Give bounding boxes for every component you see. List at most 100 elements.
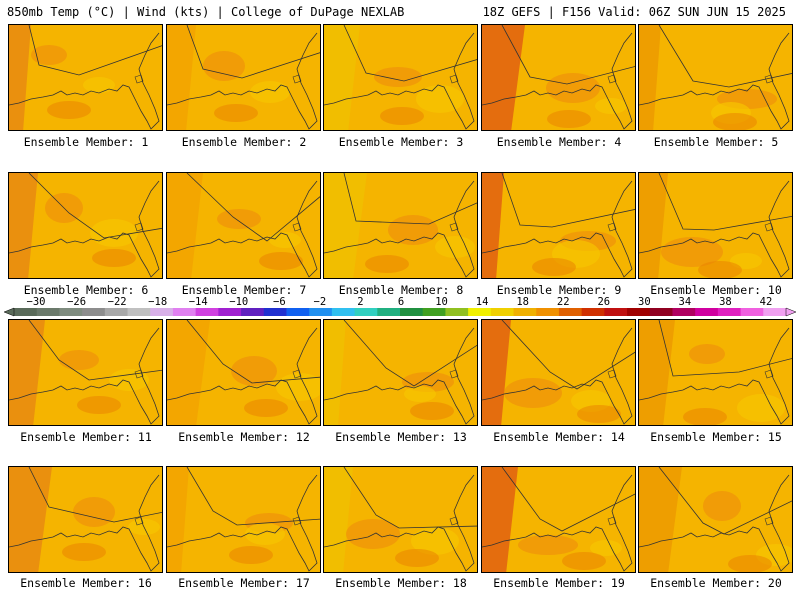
- ensemble-map-panel: [166, 466, 321, 573]
- ensemble-map-panel: [323, 466, 478, 573]
- color-legend-segment: [354, 308, 378, 316]
- ensemble-member-label: Ensemble Member: 13: [335, 430, 467, 444]
- color-legend-segment: [59, 308, 83, 316]
- ensemble-member-label: Ensemble Member: 3: [338, 135, 464, 149]
- ensemble-map-panel: [166, 24, 321, 131]
- color-legend-segment: [286, 308, 310, 316]
- ensemble-member-label: Ensemble Member: 8: [338, 283, 464, 297]
- color-legend-tick-label: 14: [475, 296, 489, 308]
- color-legend-tick-label: 6: [397, 296, 405, 308]
- color-legend-segment: [104, 308, 129, 316]
- color-legend-segment: [490, 308, 515, 316]
- ensemble-member-label: Ensemble Member: 15: [650, 430, 782, 444]
- color-legend-segment: [468, 308, 492, 316]
- color-legend-tick-label: −2: [313, 296, 327, 308]
- color-legend-segment: [172, 308, 197, 316]
- color-legend-segment: [36, 308, 60, 316]
- color-legend-segment: [672, 308, 696, 316]
- color-legend-max-arrow: [785, 307, 797, 317]
- ensemble-map-panel: [481, 319, 636, 426]
- temperature-field-map: [167, 25, 320, 130]
- ensemble-member-label: Ensemble Member: 14: [493, 430, 625, 444]
- temperature-field-map: [324, 320, 477, 425]
- color-legend-tick-label: −22: [107, 296, 127, 308]
- color-legend-segment: [127, 308, 151, 316]
- ensemble-map-panel: [8, 319, 163, 426]
- ensemble-member-label: Ensemble Member: 2: [181, 135, 307, 149]
- ensemble-map-panel: [8, 466, 163, 573]
- ensemble-member-label: Ensemble Member: 20: [650, 576, 782, 590]
- ensemble-member-label: Ensemble Member: 19: [493, 576, 625, 590]
- color-legend-tick-label: 30: [638, 296, 651, 308]
- ensemble-map-panel: [481, 466, 636, 573]
- color-legend-segment: [422, 308, 446, 316]
- color-legend-segment: [445, 308, 469, 316]
- color-legend-tick-label: −6: [273, 296, 286, 308]
- temperature-field-map: [639, 173, 792, 278]
- ensemble-member-label: Ensemble Member: 4: [496, 135, 622, 149]
- color-legend-segment: [14, 308, 38, 316]
- color-legend-tick-label: 18: [516, 296, 529, 308]
- ensemble-member-label: Ensemble Member: 1: [23, 135, 149, 149]
- ensemble-member-label: Ensemble Member: 10: [650, 283, 782, 297]
- ensemble-map-panel: [323, 172, 478, 279]
- color-legend-segment: [377, 308, 401, 316]
- color-legend-segment: [195, 308, 219, 316]
- color-legend-segment: [241, 308, 265, 316]
- color-legend-tick-label: −18: [148, 296, 168, 308]
- ensemble-member-label: Ensemble Member: 11: [20, 430, 152, 444]
- temperature-field-map: [9, 25, 162, 130]
- color-legend-min-arrow: [3, 307, 15, 317]
- color-legend-segment: [150, 308, 174, 316]
- ensemble-map-panel: [638, 172, 793, 279]
- temperature-field-map: [167, 467, 320, 572]
- color-legend-segment: [581, 308, 605, 316]
- temperature-field-map: [167, 320, 320, 425]
- ensemble-map-panel: [8, 24, 163, 131]
- ensemble-member-label: Ensemble Member: 9: [496, 283, 622, 297]
- color-legend-tick-label: −10: [229, 296, 249, 308]
- ensemble-member-label: Ensemble Member: 12: [178, 430, 310, 444]
- color-legend-segment: [763, 308, 787, 316]
- ensemble-member-label: Ensemble Member: 5: [653, 135, 779, 149]
- product-title: 850mb Temp (°C) | Wind (kts) | College o…: [7, 5, 405, 19]
- temperature-field-map: [482, 320, 635, 425]
- ensemble-member-label: Ensemble Member: 6: [23, 283, 149, 297]
- temperature-field-map: [482, 25, 635, 130]
- color-legend-tick-label: 2: [357, 296, 364, 308]
- color-legend-segment: [331, 308, 356, 316]
- temperature-field-map: [9, 467, 162, 572]
- temperature-field-map: [324, 467, 477, 572]
- temperature-field-map: [9, 320, 162, 425]
- color-legend-segment: [263, 308, 287, 316]
- color-legend-tick-label: −26: [67, 296, 87, 308]
- ensemble-map-panel: [323, 24, 478, 131]
- ensemble-member-label: Ensemble Member: 18: [335, 576, 467, 590]
- temperature-field-map: [9, 173, 162, 278]
- ensemble-map-panel: [166, 172, 321, 279]
- temperature-field-map: [639, 467, 792, 572]
- ensemble-map-panel: [8, 172, 163, 279]
- color-legend-tick-label: 22: [556, 296, 570, 308]
- color-legend-bar: [3, 307, 797, 317]
- color-legend-segment: [604, 308, 628, 316]
- color-legend-segment: [309, 308, 333, 316]
- color-legend-segment: [695, 308, 719, 316]
- color-legend-tick-label: 42: [759, 296, 773, 308]
- ensemble-member-label: Ensemble Member: 7: [181, 283, 307, 297]
- temperature-field-map: [324, 25, 477, 130]
- ensemble-map-panel: [323, 319, 478, 426]
- ensemble-map-panel: [481, 24, 636, 131]
- ensemble-map-panel: [638, 24, 793, 131]
- color-legend-segment: [536, 308, 560, 316]
- color-legend-segment: [558, 308, 583, 316]
- color-legend-tick-label: 10: [435, 296, 448, 308]
- color-legend-tick-label: 26: [597, 296, 611, 308]
- color-legend-tick-label: 38: [719, 296, 732, 308]
- temperature-field-map: [324, 173, 477, 278]
- ensemble-map-panel: [638, 319, 793, 426]
- ensemble-member-label: Ensemble Member: 17: [178, 576, 310, 590]
- temperature-field-map: [482, 467, 635, 572]
- ensemble-map-panel: [481, 172, 636, 279]
- temperature-field-map: [167, 173, 320, 278]
